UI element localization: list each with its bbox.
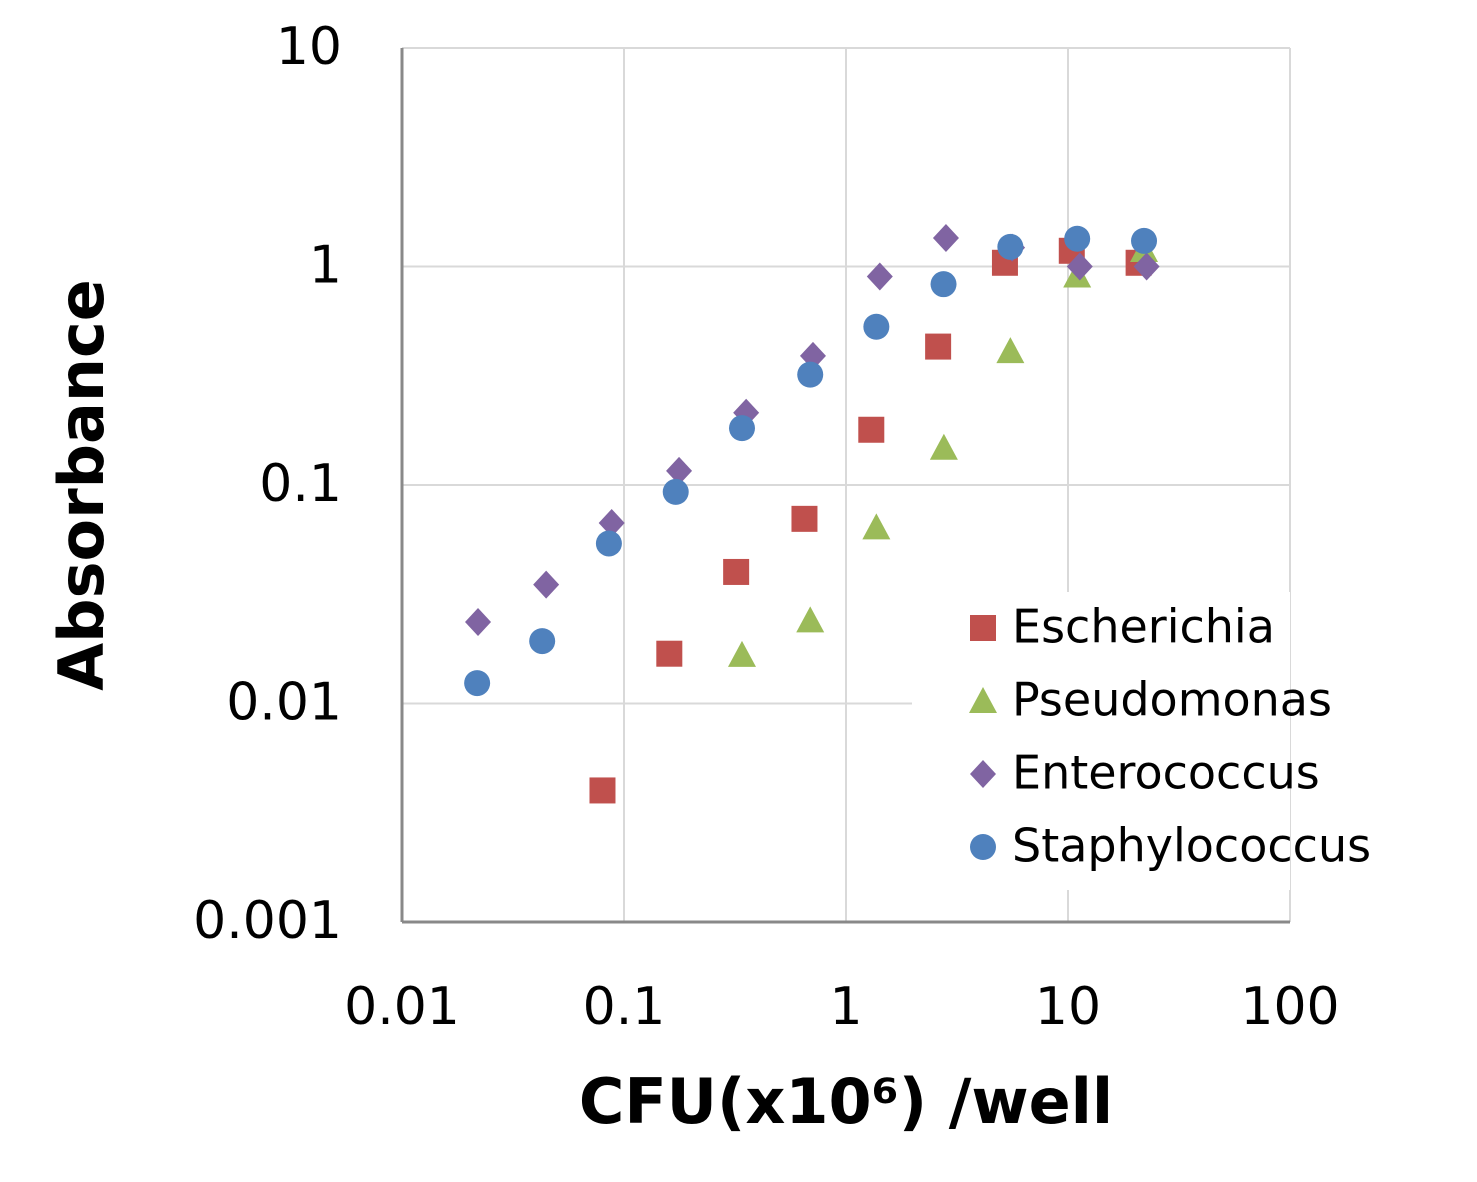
legend-marker [970,615,996,641]
x-tick-label: 0.01 [344,977,460,1037]
data-point [932,224,959,253]
data-point [589,777,616,804]
legend-marker [969,687,997,713]
legend-marker [970,834,996,860]
data-point [866,262,893,291]
legend-marker [970,760,996,788]
data-point [1131,227,1158,254]
data-point [1066,252,1093,281]
data-point [666,456,693,485]
x-axis-label: CFU(x10⁶) /well [579,1065,1113,1138]
data-point [930,271,957,298]
data-point [791,505,818,532]
data-point [656,640,683,667]
y-tick-label: 1 [309,236,342,296]
data-point [723,558,750,585]
y-axis-label: Absorbance [45,279,118,691]
data-point [465,608,492,637]
y-tick-label: 10 [276,17,342,77]
data-point [929,433,958,460]
data-point [796,606,825,633]
data-point [996,337,1025,364]
y-tick-label: 0.1 [259,454,342,514]
data-point [1064,225,1091,252]
data-point [727,640,756,667]
data-point [533,570,560,599]
legend-label: Escherichia [1012,600,1275,654]
legend-label: Pseudomonas [1012,673,1332,727]
x-tick-label: 1 [829,977,862,1037]
data-point [464,670,491,697]
data-point [997,233,1024,260]
y-tick-label: 0.001 [193,891,342,951]
data-point [529,628,556,655]
x-tick-label: 0.1 [583,977,666,1037]
data-point [925,333,952,360]
data-point [728,415,755,442]
legend-label: Staphylococcus [1012,819,1371,873]
data-point [1133,252,1160,281]
x-tick-label: 100 [1240,977,1339,1037]
data-point [595,530,622,557]
y-tick-label: 0.01 [226,673,342,733]
data-point [863,313,890,340]
data-point [862,513,891,540]
x-tick-label: 10 [1035,977,1101,1037]
legend-label: Enterococcus [1012,746,1320,800]
data-point [797,361,824,388]
data-point [598,509,625,538]
data-point [858,416,885,443]
data-point [662,478,689,505]
